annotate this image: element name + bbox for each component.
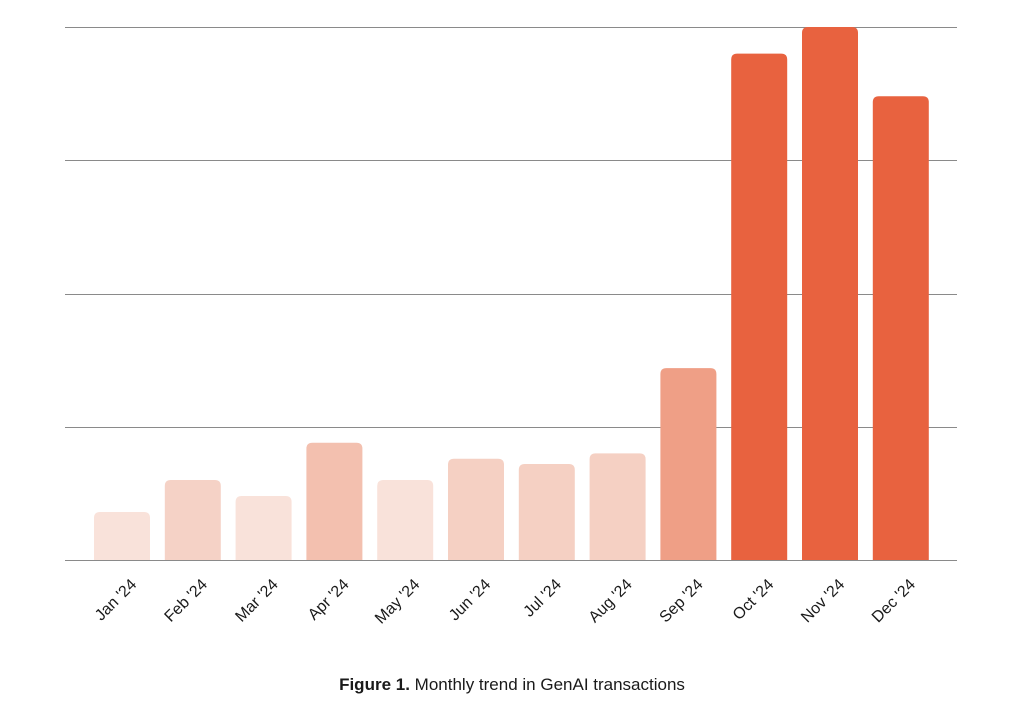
x-tick-label: Nov '24 xyxy=(798,576,848,626)
x-tick-label: May '24 xyxy=(372,576,423,627)
x-tick-label: Jul '24 xyxy=(521,576,565,620)
bar-dec-24 xyxy=(872,96,929,560)
bars xyxy=(94,27,929,561)
figure-caption-label: Figure 1. xyxy=(339,675,410,694)
bar-jan-24 xyxy=(94,512,150,560)
x-axis-tick-labels: Jan '24 Feb '24 Mar '24 Apr '24 May '24 Jun '… xyxy=(92,576,919,627)
bar-may-24 xyxy=(377,480,434,560)
bar-chart: Jan '24 Feb '24 Mar '24 Apr '24 May '24 Jun '… xyxy=(65,27,957,627)
figure-caption-text: Monthly trend in GenAI transactions xyxy=(414,675,685,694)
bar-sep-24 xyxy=(660,368,717,560)
x-tick-label: Jun '24 xyxy=(446,576,494,624)
x-tick-label: Jan '24 xyxy=(92,576,140,624)
figure-caption: Figure 1. Monthly trend in GenAI transac… xyxy=(0,675,1024,695)
bar-oct-24 xyxy=(731,53,788,561)
x-tick-label: Apr '24 xyxy=(305,576,353,624)
x-tick-label: Mar '24 xyxy=(232,576,281,625)
bar-jun-24 xyxy=(448,458,504,560)
x-tick-label: Aug '24 xyxy=(586,576,636,626)
bar-mar-24 xyxy=(235,496,292,560)
x-tick-label: Oct '24 xyxy=(730,576,778,624)
bar-apr-24 xyxy=(306,442,363,560)
x-tick-label: Sep '24 xyxy=(657,576,707,626)
x-tick-label: Dec '24 xyxy=(869,576,919,626)
bar-nov-24 xyxy=(802,27,858,560)
bar-feb-24 xyxy=(164,480,221,560)
x-tick-label: Feb '24 xyxy=(162,576,211,625)
bar-jul-24 xyxy=(518,464,575,560)
bar-aug-24 xyxy=(589,453,646,560)
